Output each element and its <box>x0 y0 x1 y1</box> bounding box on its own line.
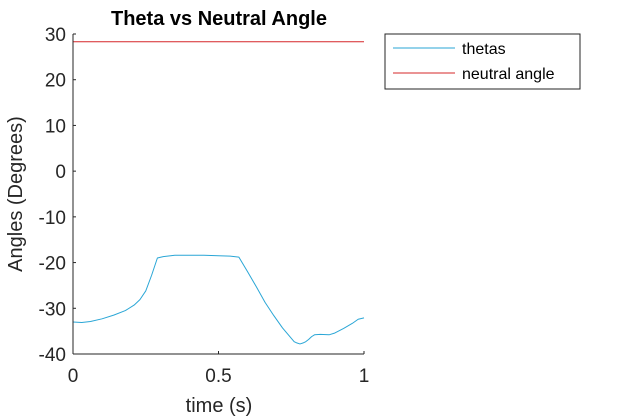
legend[interactable]: thetas neutral angle <box>384 33 581 90</box>
y-tick-label: 10 <box>45 116 66 137</box>
y-tick-label: -20 <box>39 254 66 275</box>
x-tick-label: 1 <box>359 366 370 387</box>
legend-box <box>384 33 581 90</box>
series-layer <box>72 41 365 345</box>
y-tick-label: -40 <box>39 345 66 366</box>
y-axis-label: Angles (Degrees) <box>5 116 27 272</box>
legend-label-thetas: thetas <box>462 41 506 58</box>
x-tick-label: 0.5 <box>205 366 231 387</box>
y-tick-label: 30 <box>45 25 66 46</box>
y-ticks: 30 20 10 0 -10 -20 -30 -40 <box>39 25 76 366</box>
y-tick-label: -30 <box>39 299 66 320</box>
x-ticks: 0 0.5 1 <box>68 351 370 387</box>
x-tick-label: 0 <box>68 366 79 387</box>
x-axis-label: time (s) <box>186 395 253 417</box>
y-tick-label: 0 <box>55 162 66 183</box>
legend-label-neutral-angle: neutral angle <box>462 66 555 83</box>
y-tick-label: -10 <box>39 208 66 229</box>
series-line-thetas <box>72 254 365 345</box>
axes-background <box>73 34 364 354</box>
chart-title: Theta vs Neutral Angle <box>111 8 327 30</box>
y-tick-label: 20 <box>45 71 66 92</box>
